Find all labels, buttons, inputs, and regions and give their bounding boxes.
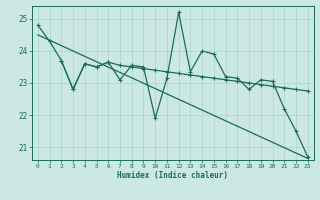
X-axis label: Humidex (Indice chaleur): Humidex (Indice chaleur)	[117, 171, 228, 180]
